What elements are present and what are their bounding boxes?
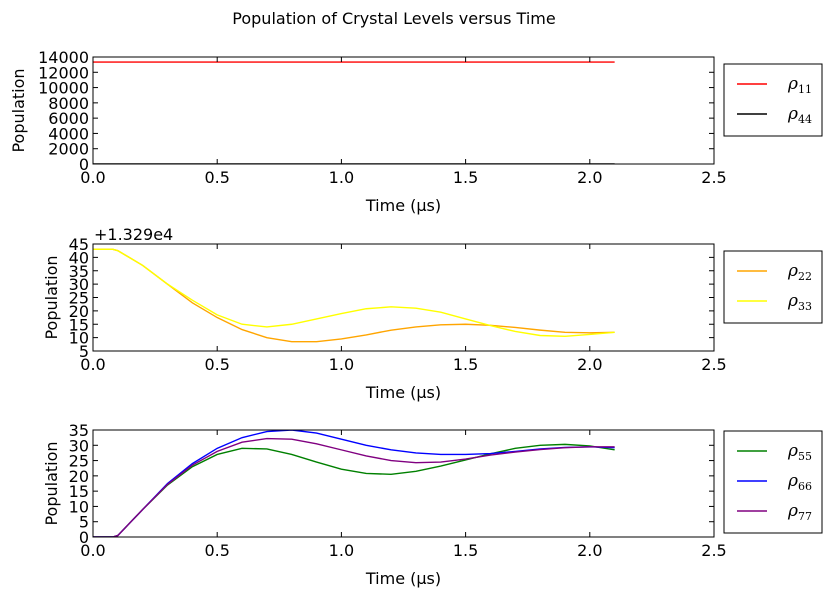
y-tick-label: 15 [69,315,89,334]
y-tick-label: 35 [69,262,89,281]
y-tick-label: 45 [69,235,89,254]
series-group [93,430,615,537]
axes-frame [92,56,715,165]
y-tick-label: 25 [69,289,89,308]
x-axis-label: Time (μs) [365,196,441,215]
y-tick-label: 5 [79,513,89,532]
series-line-rho77 [93,437,615,537]
y-tick-label: 10 [69,497,89,516]
x-tick-label: 0.0 [80,168,105,187]
legend-box [723,250,823,324]
y-tick-label: 0 [79,155,89,174]
y-tick-label: 20 [69,302,89,321]
legend-box [723,430,823,534]
x-tick-label: 0.5 [204,355,229,374]
legend-subscript: 22 [798,270,812,283]
x-tick-label: 0.0 [80,541,105,560]
y-tick-label: 8000 [48,94,89,113]
y-tick-label: 10000 [38,79,89,98]
x-tick-label: 0.5 [204,168,229,187]
y-tick-label: 15 [69,482,89,501]
x-tick-label: 1.5 [453,168,478,187]
x-tick-label: 1.5 [453,355,478,374]
y-tick-label: 2000 [48,140,89,159]
x-tick-label: 0.0 [80,355,105,374]
y-tick-label: 10 [69,329,89,348]
y-axis-label: Population [42,441,61,525]
y-tick-label: 0 [79,528,89,547]
x-tick-label: 2.0 [577,355,602,374]
x-tick-label: 2.5 [701,355,726,374]
x-tick-label: 1.0 [329,541,354,560]
legend-subscript: 55 [798,450,812,463]
y-tick-label: 40 [69,248,89,267]
x-tick-label: 0.5 [204,541,229,560]
y-axis-label: Population [42,255,61,339]
y-tick-label: 25 [69,452,89,471]
x-axis-label: Time (μs) [365,569,441,588]
legend-subscript: 66 [798,480,812,493]
legend-box [723,63,823,137]
series-group [93,248,615,343]
y-tick-label: 35 [69,421,89,440]
y-tick-label: 30 [69,436,89,455]
x-tick-label: 2.0 [577,541,602,560]
y-offset-label: +1.329e4 [94,225,173,244]
x-tick-label: 1.0 [329,168,354,187]
legend-subscript: 44 [798,113,812,126]
legend-subscript: 33 [798,300,812,313]
figure-title: Population of Crystal Levels versus Time [232,9,555,28]
x-tick-label: 2.0 [577,168,602,187]
y-tick-label: 20 [69,467,89,486]
x-tick-label: 2.5 [701,541,726,560]
y-tick-label: 12000 [38,63,89,82]
y-tick-label: 5 [79,342,89,361]
y-tick-label: 14000 [38,48,89,67]
legend-subscript: 77 [798,510,812,523]
subplot-1: 0.0 0.5 1.0 1.5 2.0 2.5 0200040006000800010000… [9,48,823,215]
x-tick-label: 1.0 [329,355,354,374]
x-tick-label: 1.5 [453,541,478,560]
y-axis-label: Population [9,68,28,152]
y-tick-label: 30 [69,275,89,294]
subplots: 0.0 0.5 1.0 1.5 2.0 2.50200040006000800010000… [9,48,823,588]
y-tick-label: 6000 [48,109,89,128]
y-tick-label: 4000 [48,124,89,143]
x-tick-label: 2.5 [701,168,726,187]
series-line-rho33 [93,248,615,337]
axes-frame [92,429,715,538]
legend-subscript: 11 [798,83,812,96]
x-axis-label: Time (μs) [365,383,441,402]
